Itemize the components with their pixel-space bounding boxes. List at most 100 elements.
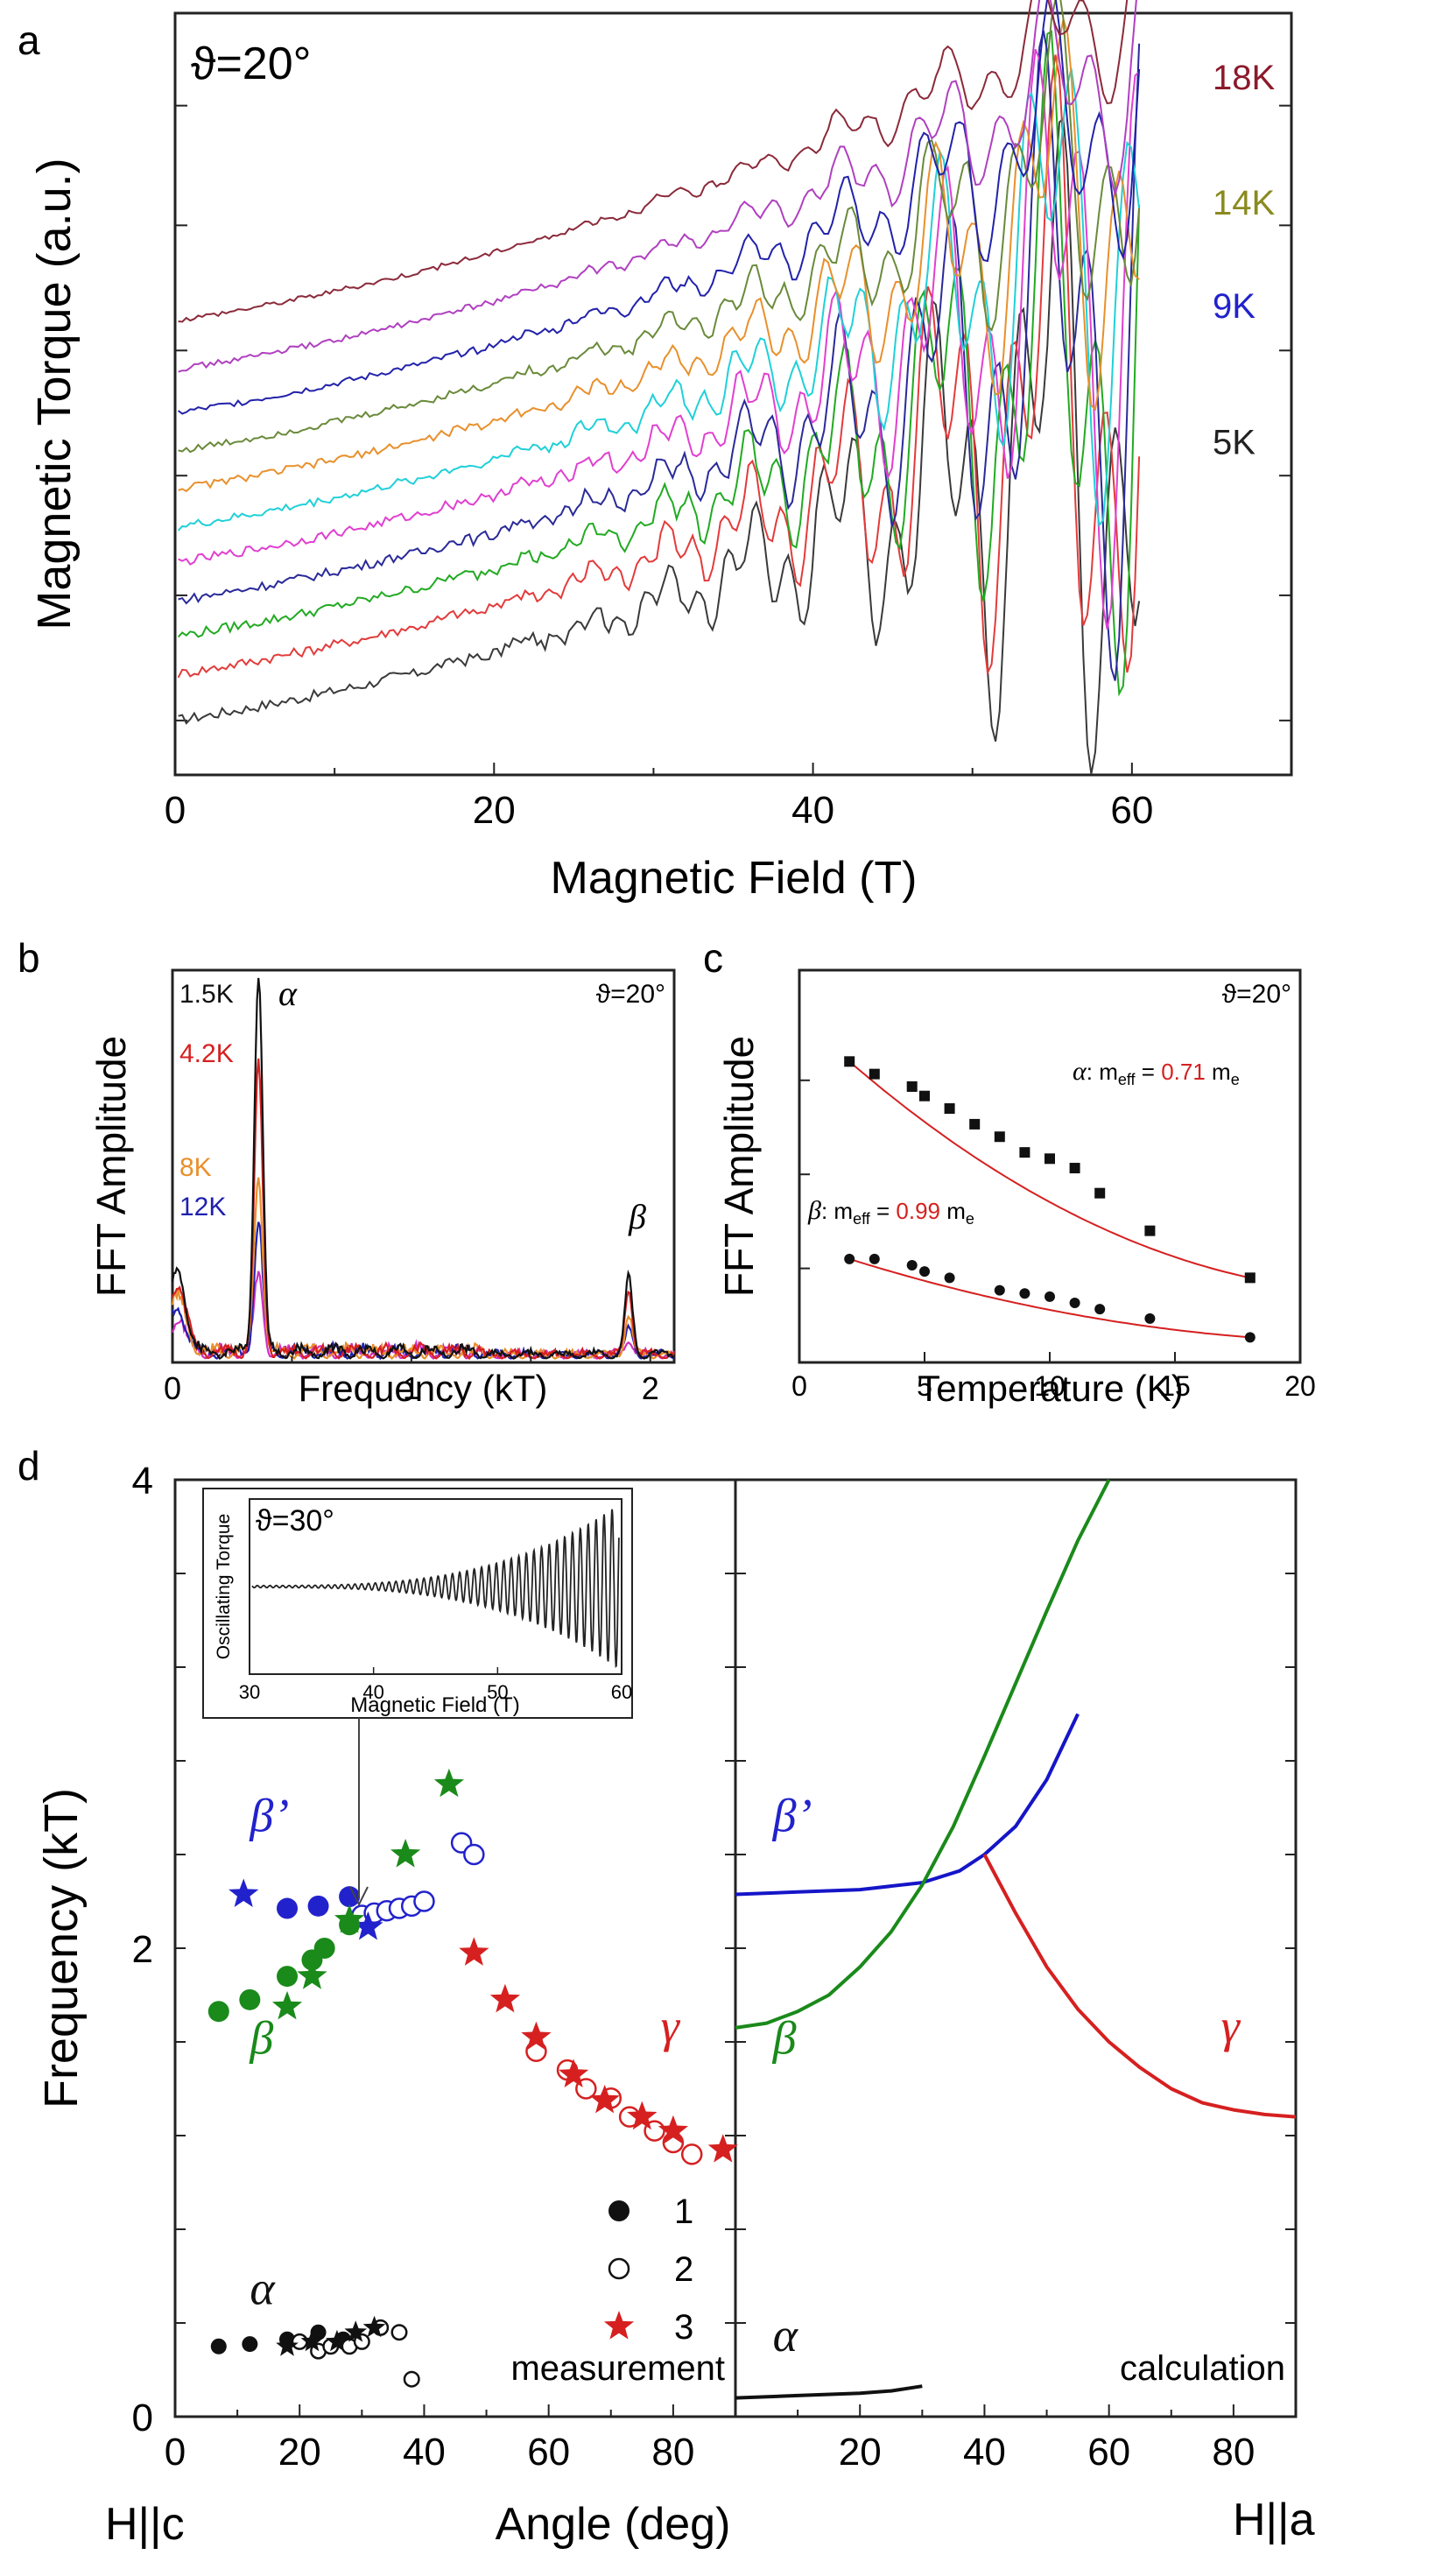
panel-c-point-beta-9 <box>1094 1304 1106 1315</box>
d-left-branch-3: α <box>250 2263 276 2315</box>
d-point-0-1 <box>242 2336 258 2353</box>
panel-d-x-axis-label: Angle (deg) <box>496 2499 731 2550</box>
panel-d-ha-label: H||a <box>1233 2495 1315 2545</box>
panel-c-point-beta-4 <box>944 1272 955 1284</box>
d-right-xtick-label-2: 40 <box>963 2431 1006 2474</box>
inset-xticks: 30 40 50 60 <box>239 1667 632 1703</box>
d-left-xtick-label-3: 60 <box>527 2431 570 2474</box>
panel-d-calculation-curves <box>735 1479 1297 2400</box>
beta-label-unit: m <box>940 1198 966 1224</box>
d-point-2-3 <box>344 2320 368 2342</box>
d-point-6-2 <box>277 1966 298 1988</box>
panel-d-y-axis-label: Frequency (kT) <box>35 1788 88 2108</box>
d-right-xtick-label-1: 20 <box>839 2431 882 2474</box>
d-right-branch-0: β’ <box>772 1789 812 1841</box>
panel-b-label-12K: 12K <box>179 1193 226 1221</box>
panel-c-point-beta-2 <box>906 1260 918 1271</box>
panel-a-curve-3K <box>177 54 1141 679</box>
panel-c-xtick-label-4: 20 <box>1284 1370 1316 1402</box>
d-point-7-2 <box>334 1904 365 1933</box>
alpha-label-sub: eff <box>1118 1071 1136 1088</box>
panel-letter-b: b <box>18 935 40 981</box>
d-point-9-7 <box>707 2134 738 2163</box>
panel-a: a 0 20 40 60 ϑ=20° 18K 14K 9K 5K Magnetic Fiel… <box>18 0 1293 904</box>
panel-a-xticks: 0 20 40 60 <box>165 763 1153 832</box>
panel-c-xtick-label-2: 10 <box>1034 1370 1066 1402</box>
panel-b-xtick-label-2: 2 <box>642 1370 659 1406</box>
panel-a-temp-label-14K: 14K <box>1213 184 1275 222</box>
d-point-9-2 <box>521 2021 552 2051</box>
panel-c: c 0 5 10 15 20 ϑ=20° α: meff = 0.71 me β: me… <box>703 935 1316 1409</box>
panel-c-xtick-label-1: 5 <box>917 1370 932 1402</box>
panel-c-point-beta-6 <box>1019 1288 1030 1299</box>
panel-a-curve-1.5K <box>178 116 1141 775</box>
d-right-xtick-label-3: 60 <box>1087 2431 1130 2474</box>
inset-xtick-label-3: 60 <box>611 1681 632 1703</box>
panel-letter-c: c <box>703 935 723 981</box>
panel-a-xtick-label-0: 0 <box>165 789 186 832</box>
d-point-9-1 <box>489 1983 520 2013</box>
beta-label-colon: : m <box>821 1198 853 1224</box>
panel-b-series-labels: 1.5K 4.2K 8K 12K <box>179 980 234 1221</box>
d-legend-label-2: 2 <box>674 2250 693 2289</box>
panel-d-legend: 1 2 3 <box>603 2193 693 2347</box>
inset-oscillation-curve <box>251 1509 620 1669</box>
panel-c-beta-mass-label: β: meff = 0.99 me <box>807 1196 974 1228</box>
d-point-7-3 <box>390 1839 421 1868</box>
panel-c-point-beta-1 <box>869 1253 880 1264</box>
panel-c-alpha-mass-label: α: meff = 0.71 me <box>1073 1057 1240 1088</box>
panel-c-data-points <box>844 1056 1256 1343</box>
panel-c-point-beta-5 <box>994 1285 1005 1296</box>
panel-a-curve-7K <box>177 68 1141 531</box>
panel-c-yticks <box>799 1079 810 1270</box>
d-point-3-0 <box>277 1897 298 1919</box>
d-left-branch-1: β <box>249 2011 273 2064</box>
panel-c-point-beta-0 <box>844 1253 855 1264</box>
inset-angle-label: ϑ=30° <box>256 1504 334 1538</box>
d-legend-marker-2 <box>608 2257 630 2280</box>
d-calc-curve-0 <box>735 1713 1080 1897</box>
panel-d-hc-label: H||c <box>105 2499 185 2550</box>
d-calc-curve-1 <box>735 1479 1111 2030</box>
d-point-7-0 <box>271 1990 303 2020</box>
d-right-branch-1: β <box>772 2011 797 2064</box>
panel-c-point-beta-3 <box>919 1266 930 1278</box>
panel-a-curve-6K <box>178 48 1140 630</box>
d-ytick-label-2: 4 <box>132 1460 153 1503</box>
panel-a-curve-5K <box>178 30 1141 681</box>
panel-c-point-beta-10 <box>1144 1313 1156 1324</box>
d-point-3-2 <box>339 1886 361 1908</box>
alpha-label-unit: m <box>1206 1059 1231 1085</box>
d-point-9-3 <box>559 2059 589 2087</box>
panel-d-branch-labels: β’ β γ α β’ β γ α <box>249 1789 1241 2361</box>
d-legend-label-1: 1 <box>674 2193 693 2231</box>
panel-c-angle-label: ϑ=20° <box>1222 980 1291 1009</box>
panel-b-label-4.2K: 4.2K <box>179 1039 234 1068</box>
panel-a-x-axis-label: Magnetic Field (T) <box>551 853 918 904</box>
d-point-4-5 <box>413 1890 435 1912</box>
panel-a-curve-4.2K <box>177 30 1141 697</box>
d-point-4-7 <box>463 1843 485 1866</box>
d-point-5-0 <box>229 1878 259 1907</box>
panel-b-curve-1.5K <box>171 977 675 1360</box>
panel-c-x-axis-label: Temperature (K) <box>918 1368 1183 1409</box>
panel-b-curve-8K <box>171 1177 675 1361</box>
panel-b-xtick-label-0: 0 <box>164 1370 181 1406</box>
panel-c-point-alpha-5 <box>969 1118 981 1130</box>
panel-b-xticks: 0 1 2 <box>164 1352 659 1406</box>
panel-a-temp-label-5K: 5K <box>1213 423 1256 461</box>
d-point-6-0 <box>207 2001 229 2023</box>
alpha-label-value: 0.71 <box>1161 1059 1206 1085</box>
panel-a-xtick-label-3: 60 <box>1110 789 1153 832</box>
inset-curve <box>251 1509 620 1669</box>
panel-c-xtick-label-0: 0 <box>791 1370 807 1402</box>
inset-pointer-arrowhead <box>349 1886 369 1907</box>
panel-c-fit-curves <box>848 1060 1251 1339</box>
panel-a-xtick-label-2: 40 <box>791 789 834 832</box>
panel-d-measurement-points <box>207 1768 738 2388</box>
panel-b-beta-label: β <box>628 1197 646 1236</box>
panel-b-curves <box>171 977 676 1361</box>
d-left-xtick-label-2: 40 <box>403 2431 446 2474</box>
panel-a-temperature-labels: 18K 14K 9K 5K <box>1213 59 1275 461</box>
